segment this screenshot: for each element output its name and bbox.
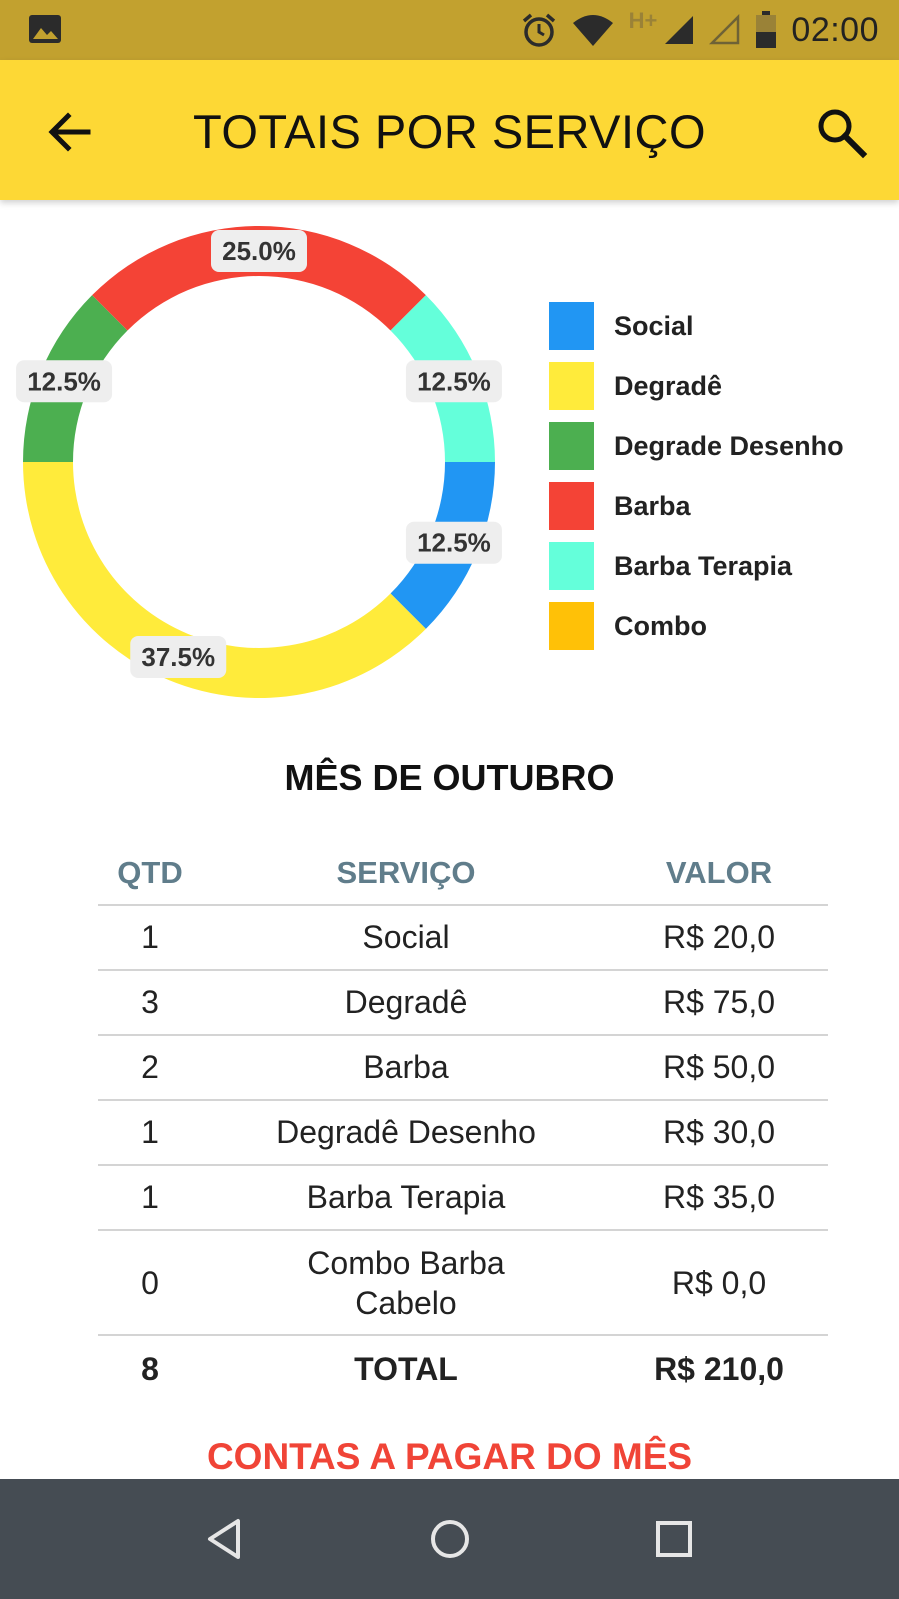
legend-item: Social	[549, 296, 844, 356]
total-value: R$ 210,0	[654, 1350, 784, 1387]
arrow-back-icon[interactable]	[44, 106, 96, 158]
legend-swatch	[549, 482, 594, 530]
legend-label: Barba	[614, 490, 691, 521]
app-bar: TOTAIS POR SERVIÇO	[0, 60, 899, 200]
wifi-icon	[572, 15, 613, 46]
legend-swatch	[549, 302, 594, 350]
row-service: Degradê Desenho	[202, 1100, 610, 1166]
legend-label: Degrade Desenho	[614, 430, 844, 461]
chart-legend: Social Degradê Degrade Desenho Barba Barba T…	[549, 296, 844, 656]
status-bar: H+ 02:00	[0, 0, 899, 60]
table-row: 1 Social R$ 20,0	[98, 905, 828, 971]
signal-icon	[665, 16, 694, 44]
row-service: Degradê	[202, 970, 610, 1036]
legend-label: Combo	[614, 610, 707, 641]
legend-label: Degradê	[614, 370, 723, 401]
signal-empty-icon	[709, 14, 740, 45]
row-value: R$ 50,0	[610, 1035, 828, 1101]
svg-text:12.5%: 12.5%	[417, 366, 491, 396]
chart-data-label-4: 12.5%	[405, 360, 502, 403]
chart-data-label-2: 12.5%	[16, 360, 113, 403]
row-service-line: Combo Barba	[307, 1244, 505, 1281]
legend-item: Barba	[549, 476, 844, 536]
chart-data-label-1: 37.5%	[130, 635, 227, 678]
total-label: TOTAL	[354, 1350, 458, 1387]
row-service-line: Cabelo	[355, 1284, 457, 1321]
row-qty: 1	[98, 905, 202, 971]
row-value: R$ 30,0	[610, 1100, 828, 1166]
table-row: 3 Degradê R$ 75,0	[98, 970, 828, 1036]
table-header-row: QTD SERVIÇO VALOR	[98, 842, 828, 906]
legend-label: Social	[614, 310, 694, 341]
legend-label: Barba Terapia	[614, 550, 793, 581]
chart-data-label-0: 12.5%	[405, 521, 502, 564]
table-row: 0 Combo Barba Cabelo R$ 0,0	[98, 1230, 828, 1336]
chart-slice-3	[92, 226, 426, 331]
row-value: R$ 75,0	[610, 970, 828, 1036]
row-service: Barba	[202, 1035, 610, 1101]
row-value: R$ 35,0	[610, 1165, 828, 1231]
chart-slice-1	[23, 462, 426, 698]
nav-back-icon[interactable]	[198, 1511, 254, 1567]
donut-chart: 12.5% 37.5% 12.5% 25.0% 12.5%	[16, 226, 502, 698]
hplus-icon: H+	[628, 8, 658, 33]
nav-home-icon[interactable]	[422, 1511, 478, 1567]
image-icon	[29, 15, 61, 43]
row-service: Combo Barba Cabelo	[202, 1230, 610, 1336]
row-value: R$ 20,0	[610, 905, 828, 971]
month-title: MÊS DE OUTUBRO	[284, 757, 615, 798]
legend-swatch	[549, 602, 594, 650]
row-qty: 1	[98, 1100, 202, 1166]
page-title: TOTAIS POR SERVIÇO	[192, 105, 707, 158]
bills-link[interactable]: CONTAS A PAGAR DO MÊS	[206, 1436, 693, 1477]
table-row: 1 Degradê Desenho R$ 30,0	[98, 1100, 828, 1166]
table-row: 2 Barba R$ 50,0	[98, 1035, 828, 1101]
row-qty: 2	[98, 1035, 202, 1101]
nav-recents-icon[interactable]	[646, 1511, 702, 1567]
table-total-row: 8 TOTAL R$ 210,0	[98, 1335, 828, 1402]
total-qty: 8	[141, 1350, 159, 1387]
legend-item: Combo	[549, 596, 844, 656]
legend-swatch	[549, 422, 594, 470]
legend-swatch	[549, 362, 594, 410]
legend-item: Degrade Desenho	[549, 416, 844, 476]
header-service: SERVIÇO	[202, 842, 610, 906]
row-qty: 0	[98, 1230, 202, 1336]
svg-text:12.5%: 12.5%	[27, 366, 101, 396]
svg-text:25.0%: 25.0%	[222, 236, 296, 266]
alarm-icon	[522, 13, 555, 47]
legend-swatch	[549, 542, 594, 590]
row-service: Barba Terapia	[202, 1165, 610, 1231]
legend-item: Degradê	[549, 356, 844, 416]
nav-bar	[0, 1479, 899, 1599]
search-icon[interactable]	[813, 104, 869, 160]
table-row: 1 Barba Terapia R$ 35,0	[98, 1165, 828, 1231]
battery-icon	[756, 11, 777, 48]
header-qty: QTD	[98, 842, 202, 906]
status-time: 02:00	[791, 10, 879, 49]
row-qty: 3	[98, 970, 202, 1036]
row-qty: 1	[98, 1165, 202, 1231]
svg-text:37.5%: 37.5%	[141, 642, 215, 672]
header-value: VALOR	[610, 842, 828, 906]
row-service: Social	[202, 905, 610, 971]
service-chart: 12.5% 37.5% 12.5% 25.0% 12.5% Social Degradê D…	[0, 200, 899, 730]
row-value: R$ 0,0	[610, 1230, 828, 1336]
chart-data-label-3: 25.0%	[211, 230, 307, 272]
svg-text:12.5%: 12.5%	[417, 528, 491, 558]
services-table: QTD SERVIÇO VALOR 1 Social R$ 20,0 3 Deg…	[98, 842, 828, 1402]
legend-item: Barba Terapia	[549, 536, 844, 596]
